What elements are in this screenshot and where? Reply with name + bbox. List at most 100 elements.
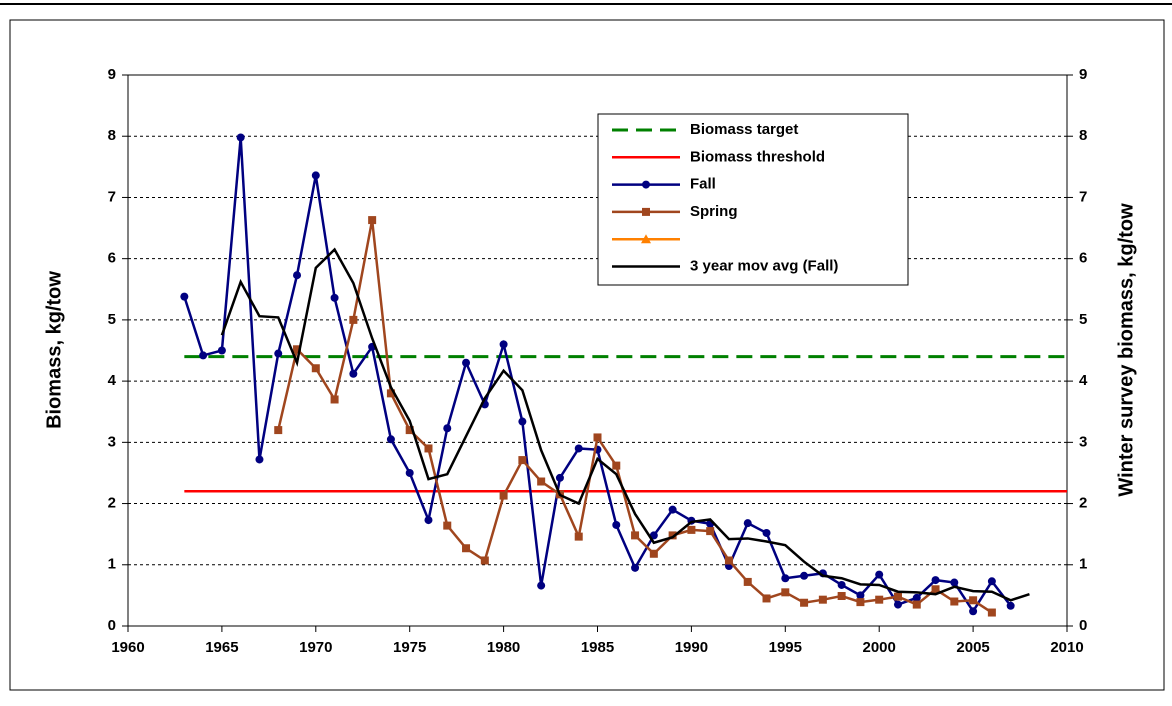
point [687,525,696,534]
point [668,505,677,514]
point [875,570,884,579]
point [987,577,996,586]
point [217,346,226,355]
x-tick-label: 1985 [581,639,614,656]
point [368,216,377,225]
x-tick-label: 2000 [863,639,896,656]
point [518,417,527,426]
y2-tick-label: 6 [1079,250,1087,267]
point [818,595,827,604]
legend-label: Biomass target [690,121,798,138]
y-tick-label: 0 [108,617,116,634]
x-tick-label: 2010 [1050,639,1083,656]
chart-frame [9,19,1165,691]
y2-tick-label: 3 [1079,433,1087,450]
legend-label: Fall [690,176,716,193]
y-tick-label: 3 [108,433,116,450]
point [293,271,302,280]
y-tick-label: 5 [108,311,116,328]
point [405,426,414,435]
point [199,351,208,360]
x-tick-label: 2005 [956,639,989,656]
point [781,588,790,597]
point [856,591,865,600]
legend-box [597,113,909,286]
point [893,592,902,601]
y-tick-label: 7 [108,188,116,205]
point [255,455,264,464]
x-tick-label: 1975 [393,639,426,656]
point [386,389,395,398]
point [349,369,358,378]
x-tick-label: 1960 [111,639,144,656]
point [499,340,508,349]
point [631,531,640,540]
point [537,581,546,590]
point [236,133,245,142]
legend-label: Spring [690,203,738,220]
y-tick-label: 6 [108,250,116,267]
point [443,521,452,530]
point [293,345,302,354]
x-tick-label: 1990 [675,639,708,656]
point [969,607,978,616]
y-tick-label: 4 [108,372,117,389]
plot-frame [127,74,1068,627]
point [424,516,433,525]
point [612,461,621,470]
x-tick-label: 1995 [769,639,802,656]
point [480,556,489,565]
point [837,592,846,601]
y2-tick-label: 5 [1079,311,1087,328]
legend-marker [641,234,651,244]
y2-tick-label: 2 [1079,495,1087,512]
point [800,598,809,607]
point [311,171,320,180]
y2-tick-label: 9 [1079,66,1087,83]
point [724,556,733,565]
point [555,473,564,482]
point [631,563,640,572]
point [330,395,339,404]
point [837,580,846,589]
point [781,574,790,583]
y2-tick-label: 7 [1079,188,1087,205]
point [856,598,865,607]
point [405,468,414,477]
point [274,349,283,358]
y-tick-label: 8 [108,127,116,144]
point [893,600,902,609]
point [424,444,433,453]
point [311,364,320,373]
x-tick-label: 1965 [205,639,238,656]
point [950,578,959,587]
legend-label: 3 year mov avg (Fall) [690,257,838,274]
point [499,491,508,500]
x-tick-label: 1970 [299,639,332,656]
point [612,520,621,529]
point [462,544,471,553]
point [762,594,771,603]
point [462,358,471,367]
point [1006,601,1015,610]
y2-axis-title: Winter survey biomass, kg/tow [1115,203,1137,497]
point [668,531,677,540]
point [518,456,527,465]
point [931,585,940,594]
legend-label: Biomass threshold [690,148,825,165]
point [800,571,809,580]
point [969,596,978,605]
point [574,444,583,453]
point [875,595,884,604]
point [762,528,771,537]
series-line [220,247,1030,602]
y-tick-label: 9 [108,66,116,83]
point [180,292,189,301]
y2-tick-label: 0 [1079,617,1087,634]
point [330,293,339,302]
point [950,597,959,606]
x-tick-label: 1980 [487,639,520,656]
legend-marker [642,180,650,189]
y-axis-title: Biomass, kg/tow [43,271,65,429]
